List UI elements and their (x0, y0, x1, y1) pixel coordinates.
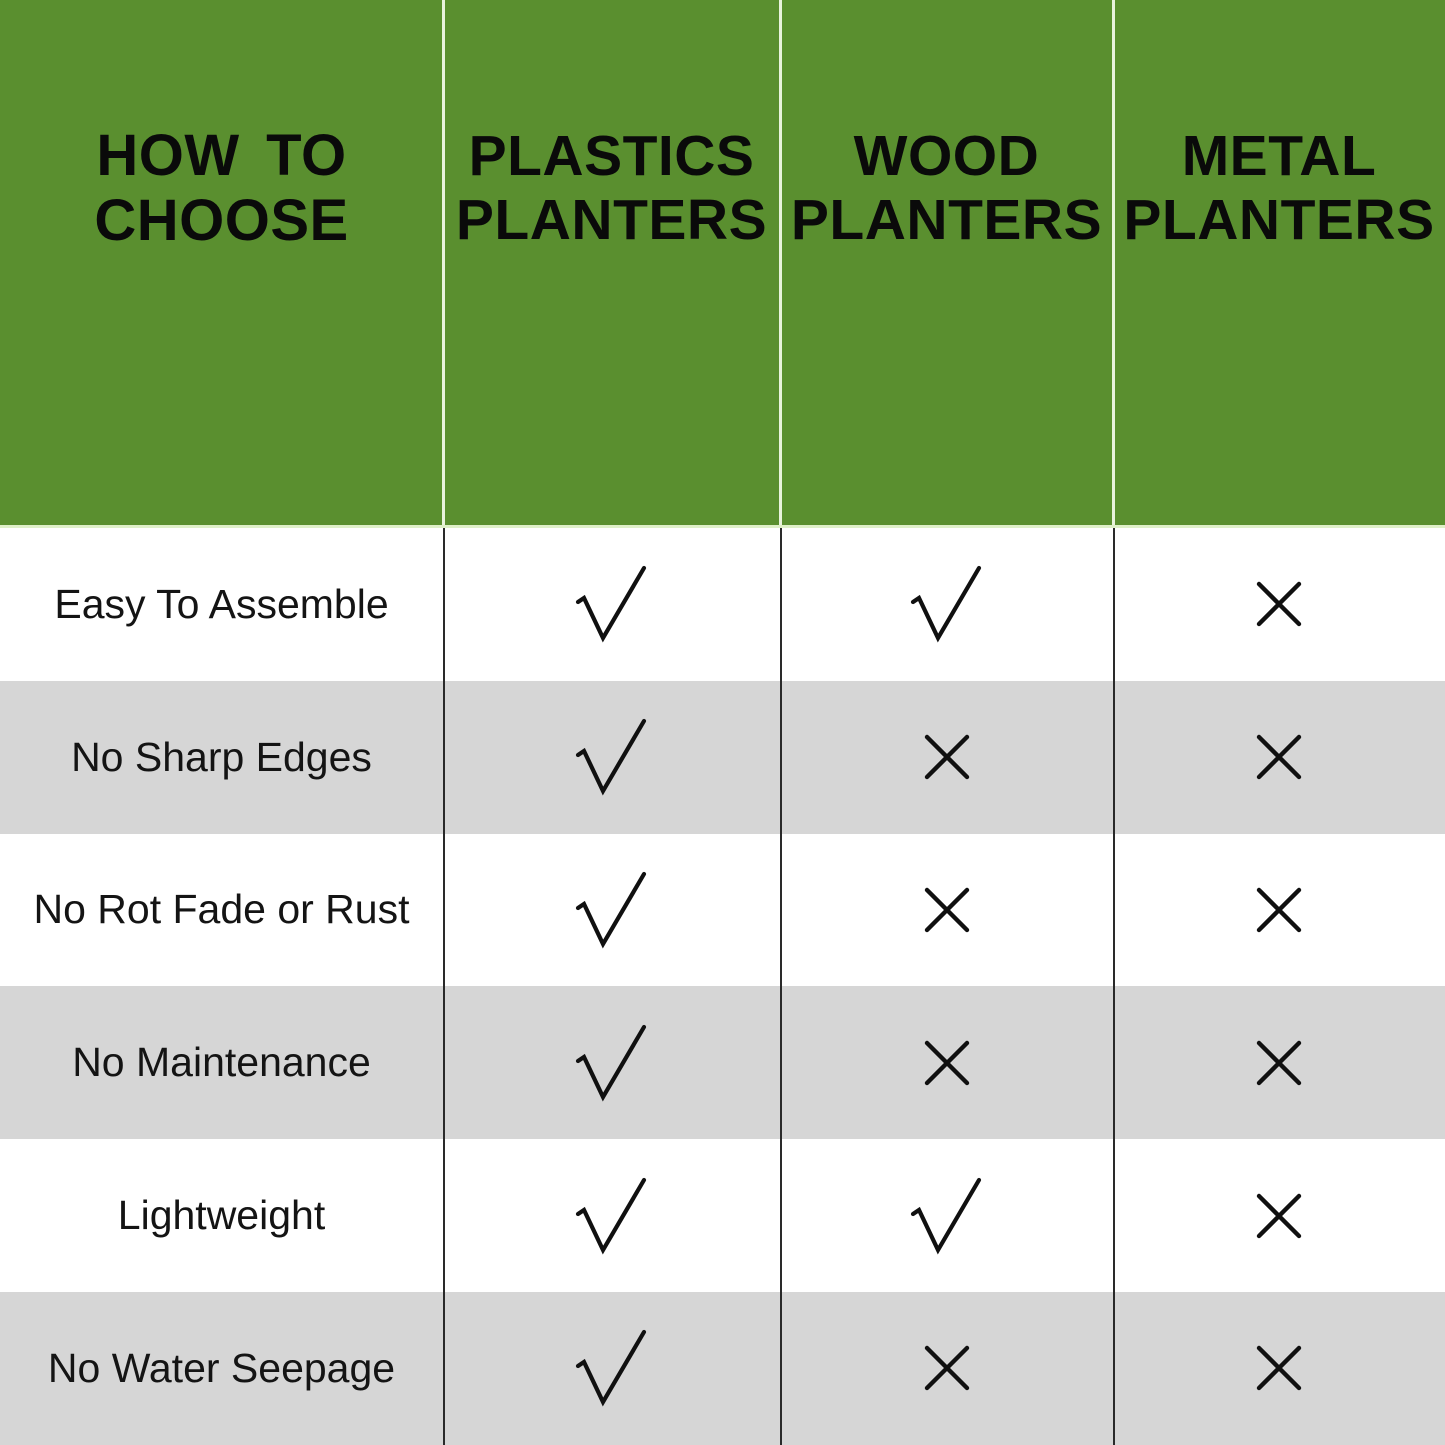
check-icon (574, 562, 650, 646)
header-row: HOW TO CHOOSE PLASTICS PLANTERS WOOD PLA… (0, 0, 1445, 527)
cell-wood (780, 528, 1113, 681)
body-column-divider-1 (443, 528, 445, 1445)
body-column-divider-2 (780, 528, 782, 1445)
cell-plastics (443, 1292, 780, 1445)
cross-icon (1250, 728, 1308, 786)
column-header-label: HOW TO CHOOSE (94, 122, 349, 253)
cross-icon (918, 1339, 976, 1397)
table-row: No Maintenance (0, 986, 1445, 1140)
row-feature-label: No Maintenance (72, 1039, 371, 1086)
body-column-divider-3 (1113, 528, 1115, 1445)
cell-metal (1113, 1139, 1445, 1292)
cell-metal (1113, 834, 1445, 987)
column-header-label: METAL PLANTERS (1123, 123, 1435, 252)
header-column-divider-3 (1112, 0, 1115, 527)
column-header-wood-planters: WOOD PLANTERS (780, 0, 1113, 527)
row-feature-label: No Water Seepage (47, 1344, 396, 1391)
cell-metal (1113, 528, 1445, 681)
cross-icon (918, 1034, 976, 1092)
cell-plastics (443, 986, 780, 1139)
check-icon (574, 868, 650, 952)
column-header-how-to-choose: HOW TO CHOOSE (0, 0, 443, 527)
cell-wood (780, 1292, 1113, 1445)
check-icon (574, 1174, 650, 1258)
column-header-label: PLASTICS PLANTERS (455, 123, 768, 252)
check-icon (909, 1174, 985, 1258)
cell-wood (780, 681, 1113, 834)
table-row: No Water Seepage (0, 1291, 1445, 1445)
cell-plastics (443, 1139, 780, 1292)
column-header-label: WOOD PLANTERS (790, 123, 1103, 252)
table-header-band: HOW TO CHOOSE PLASTICS PLANTERS WOOD PLA… (0, 0, 1445, 527)
row-feature-label: No Rot Fade or Rust (33, 886, 410, 933)
check-icon (574, 1021, 650, 1105)
cell-plastics (443, 528, 780, 681)
cell-metal (1113, 986, 1445, 1139)
row-feature-label: No Sharp Edges (71, 733, 372, 780)
table-row: No Rot Fade or Rust (0, 833, 1445, 987)
cross-icon (1250, 1034, 1308, 1092)
table-row: Easy To Assemble (0, 528, 1445, 681)
table-row: No Sharp Edges (0, 680, 1445, 834)
header-underline (0, 525, 1445, 528)
cell-plastics (443, 834, 780, 987)
cross-icon (918, 728, 976, 786)
cross-icon (1250, 1187, 1308, 1245)
table-body: Easy To Assemble No Sharp Edges (0, 528, 1445, 1445)
header-column-divider-1 (442, 0, 445, 527)
table-row: Lightweight (0, 1139, 1445, 1292)
cell-metal (1113, 681, 1445, 834)
header-column-divider-2 (779, 0, 782, 527)
check-icon (574, 1326, 650, 1410)
check-icon (909, 562, 985, 646)
row-feature-label: Lightweight (117, 1192, 326, 1239)
cell-plastics (443, 681, 780, 834)
check-icon (574, 715, 650, 799)
column-header-plastics-planters: PLASTICS PLANTERS (443, 0, 780, 527)
column-header-metal-planters: METAL PLANTERS (1113, 0, 1445, 527)
cell-wood (780, 986, 1113, 1139)
cell-wood (780, 1139, 1113, 1292)
cell-metal (1113, 1292, 1445, 1445)
row-feature-label: Easy To Assemble (54, 580, 389, 627)
cross-icon (1250, 1339, 1308, 1397)
cross-icon (918, 881, 976, 939)
cross-icon (1250, 575, 1308, 633)
cross-icon (1250, 881, 1308, 939)
cell-wood (780, 834, 1113, 987)
